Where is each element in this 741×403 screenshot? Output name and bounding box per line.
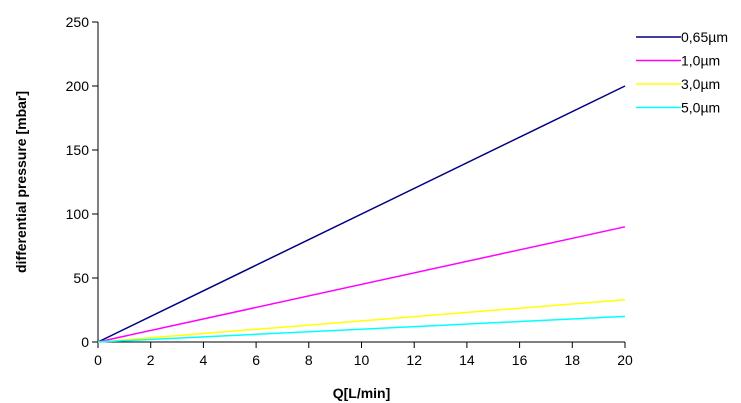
x-tick-label: 20 [617, 352, 633, 368]
series-line [97, 226, 626, 343]
y-axis-title: differential pressure [mbar] [13, 91, 29, 273]
y-tick-label: 100 [66, 206, 90, 222]
x-axis-title: Q[L/min] [333, 385, 391, 401]
x-tick-label: 18 [565, 352, 581, 368]
x-tick-label: 2 [147, 352, 155, 368]
y-tick-label: 50 [73, 270, 89, 286]
series-line [97, 299, 626, 343]
x-tick-label: 14 [459, 352, 475, 368]
y-tick-label: 150 [66, 142, 90, 158]
y-axis-ticks: 0 50 100 150 200 250 [66, 14, 98, 350]
x-tick-label: 6 [252, 352, 260, 368]
plot-area: 0 50 100 150 200 250 0 2 4 6 8 10 12 14 16 18 20 [66, 14, 633, 368]
series-line [97, 315, 626, 343]
x-tick-label: 8 [305, 352, 313, 368]
legend-label: 0,65µm [681, 29, 728, 45]
x-axis-ticks: 0 2 4 6 8 10 12 14 16 18 20 [94, 342, 633, 368]
legend-label: 5,0µm [681, 100, 720, 116]
x-tick-label: 0 [94, 352, 102, 368]
legend: 0,65µm 1,0µm 3,0µm 5,0µm [636, 29, 728, 116]
x-tick-label: 4 [200, 352, 208, 368]
legend-label: 3,0µm [681, 76, 720, 92]
y-tick-label: 0 [81, 334, 89, 350]
x-tick-label: 12 [406, 352, 422, 368]
x-tick-label: 10 [354, 352, 370, 368]
y-tick-label: 250 [66, 14, 90, 30]
x-tick-label: 16 [512, 352, 528, 368]
y-tick-label: 200 [66, 78, 90, 94]
legend-label: 1,0µm [681, 53, 720, 69]
series-line [97, 85, 626, 343]
series-lines [97, 85, 626, 343]
